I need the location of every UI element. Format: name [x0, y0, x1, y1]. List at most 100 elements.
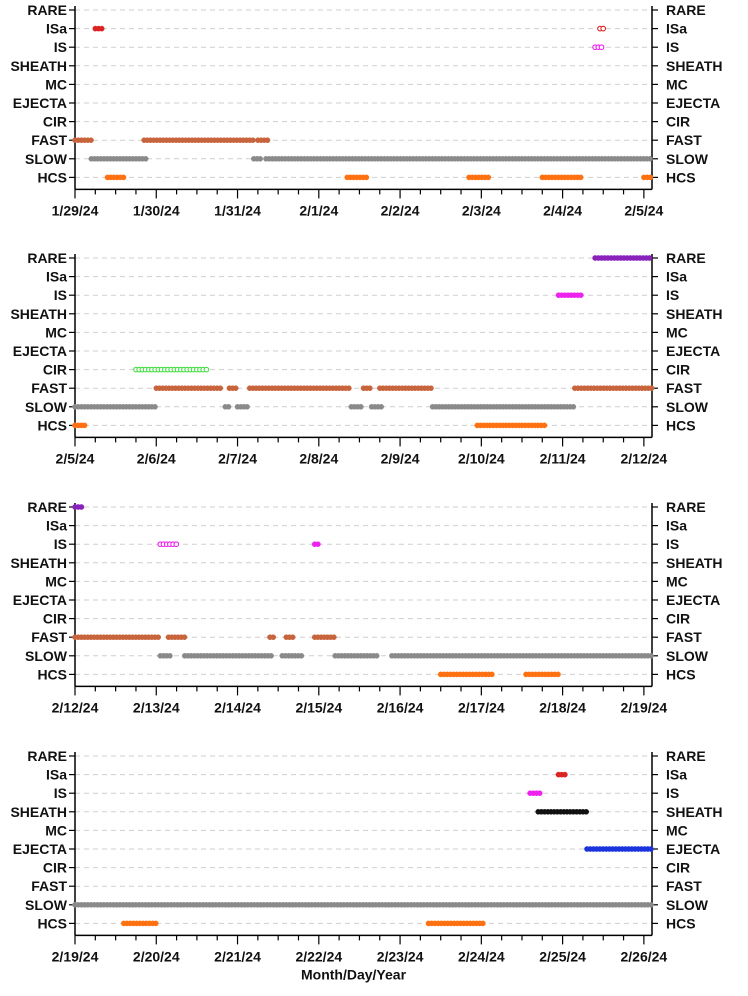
y-label-right: EJECTA — [666, 592, 720, 608]
y-label-left: EJECTA — [13, 841, 67, 857]
y-label-left: EJECTA — [13, 95, 67, 111]
x-tick-label: 2/6/24 — [137, 450, 176, 466]
y-label-right: SHEATH — [666, 555, 723, 571]
x-tick-label: 2/17/24 — [458, 699, 505, 715]
data-point — [600, 25, 607, 32]
y-label-right: IS — [666, 785, 679, 801]
data-point — [225, 403, 232, 410]
y-label-left: SLOW — [25, 648, 68, 664]
data-point — [583, 809, 590, 815]
data-point — [315, 541, 321, 548]
y-label-left: EJECTA — [13, 343, 67, 359]
data-point — [647, 174, 654, 181]
y-label-right: SHEATH — [666, 58, 723, 74]
data-point — [268, 653, 274, 659]
series-hcs-5 — [121, 920, 486, 927]
y-label-right: EJECTA — [666, 95, 720, 111]
y-label-right: MC — [666, 324, 688, 340]
y-label-right: FAST — [666, 878, 702, 894]
series-is-2 — [592, 44, 605, 51]
y-label-right: RARE — [666, 250, 706, 266]
y-label-right: ISa — [666, 269, 687, 285]
series-slow-4 — [157, 653, 654, 659]
y-label-left: FAST — [31, 380, 67, 396]
series-is-1 — [555, 292, 584, 299]
data-point — [98, 25, 105, 32]
data-point — [203, 366, 210, 373]
x-tick-label: 2/10/24 — [458, 450, 505, 466]
y-label-left: CIR — [43, 362, 67, 378]
x-tick-label: 1/29/24 — [52, 202, 99, 218]
x-tick-label: 2/4/24 — [543, 202, 582, 218]
x-tick-label: 2/24/24 — [458, 948, 505, 964]
series-sheath-2 — [535, 809, 590, 815]
series-fast-3 — [72, 634, 337, 641]
series-isa-1 — [597, 25, 607, 32]
series-isa-0 — [92, 25, 105, 32]
data-point — [173, 541, 180, 548]
y-label-left: RARE — [27, 2, 67, 18]
x-tick-label: 2/18/24 — [539, 699, 586, 715]
y-label-right: IS — [666, 39, 679, 55]
data-point — [598, 44, 605, 51]
y-label-right: SLOW — [666, 648, 709, 664]
y-label-right: FAST — [666, 132, 702, 148]
data-point — [152, 403, 158, 410]
data-point — [648, 846, 654, 852]
y-label-right: CIR — [666, 611, 690, 627]
y-label-right: FAST — [666, 380, 702, 396]
y-label-left: ISa — [46, 269, 67, 285]
y-label-right: SLOW — [666, 897, 709, 913]
x-tick-label: 2/14/24 — [214, 699, 261, 715]
data-point — [480, 920, 486, 927]
data-point — [264, 137, 271, 143]
data-point — [570, 403, 577, 410]
x-axis-title: Month/Day/Year — [301, 966, 407, 982]
data-point — [78, 504, 85, 510]
y-label-right: IS — [666, 287, 679, 303]
y-label-left: SHEATH — [10, 804, 67, 820]
x-tick-label: 2/16/24 — [377, 699, 424, 715]
data-point — [155, 634, 161, 641]
x-tick-label: 2/11/24 — [540, 450, 586, 466]
y-label-left: MC — [45, 822, 67, 838]
y-label-right: CIR — [666, 860, 690, 876]
data-point — [536, 790, 543, 797]
y-label-left: MC — [45, 324, 67, 340]
data-point — [142, 155, 149, 162]
series-hcs-5 — [104, 174, 654, 181]
y-label-right: EJECTA — [666, 841, 720, 857]
x-tick-label: 2/23/24 — [377, 948, 424, 964]
data-point — [120, 174, 127, 181]
data-point — [81, 422, 88, 429]
y-label-right: RARE — [666, 2, 706, 18]
data-point — [428, 385, 434, 392]
y-label-right: IS — [666, 536, 679, 552]
x-tick-label: 2/12/24 — [52, 699, 99, 715]
x-tick-label: 2/19/24 — [621, 699, 668, 715]
data-point — [562, 771, 568, 778]
x-tick-label: 2/5/24 — [56, 450, 95, 466]
y-label-left: FAST — [31, 629, 67, 645]
data-point — [367, 385, 373, 392]
data-point — [270, 634, 277, 641]
y-label-left: IS — [54, 39, 67, 55]
y-label-left: CIR — [43, 860, 67, 876]
data-point — [577, 174, 584, 181]
series-is-2 — [311, 541, 321, 548]
x-tick-label: 2/12/24 — [621, 450, 668, 466]
y-label-right: SLOW — [666, 399, 709, 415]
data-point — [346, 385, 352, 392]
y-label-right: EJECTA — [666, 343, 720, 359]
x-tick-label: 2/15/24 — [295, 699, 342, 715]
y-label-left: RARE — [27, 499, 67, 515]
series-is-1 — [157, 541, 180, 548]
y-label-right: HCS — [666, 169, 696, 185]
data-point — [378, 403, 385, 410]
data-point — [648, 653, 654, 659]
data-point — [648, 385, 655, 392]
y-label-right: SHEATH — [666, 306, 723, 322]
series-fast-3 — [72, 137, 271, 143]
data-point — [88, 137, 94, 143]
